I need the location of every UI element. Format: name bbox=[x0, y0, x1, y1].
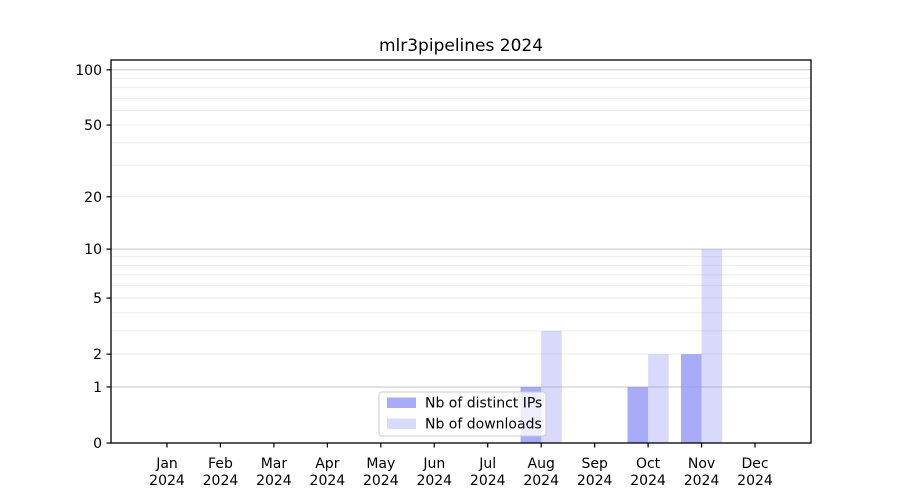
legend-swatch-downloads bbox=[387, 418, 416, 429]
x-tick-label-month: Oct bbox=[636, 456, 661, 472]
x-tick-label-year: 2024 bbox=[470, 473, 506, 489]
bar-downloads bbox=[701, 249, 723, 443]
x-tick-label-month: Feb bbox=[208, 456, 233, 472]
y-tick-label: 100 bbox=[75, 63, 102, 79]
x-tick-label-year: 2024 bbox=[416, 473, 452, 489]
x-tick-label-month: Jun bbox=[422, 456, 445, 472]
y-tick-label: 1 bbox=[93, 380, 102, 396]
bar-distinct-ips bbox=[680, 354, 702, 443]
x-tick-label-month: Nov bbox=[688, 456, 715, 472]
frame-layer bbox=[110, 59, 812, 444]
axes-frame bbox=[110, 59, 812, 444]
x-tick-label-year: 2024 bbox=[203, 473, 239, 489]
y-tick-label: 10 bbox=[84, 242, 102, 258]
legend-swatch-distinct-ips bbox=[387, 397, 416, 408]
x-tick-label-month: Sep bbox=[581, 456, 608, 472]
legend: Nb of distinct IPs Nb of downloads bbox=[378, 391, 547, 437]
x-tick-label-year: 2024 bbox=[577, 473, 613, 489]
x-tick-label-year: 2024 bbox=[737, 473, 773, 489]
ticks-layer: 0125102050100Jan2024Feb2024Mar2024Apr202… bbox=[75, 63, 773, 489]
y-tick-label: 0 bbox=[93, 436, 102, 452]
y-tick-label: 5 bbox=[93, 291, 102, 307]
x-tick-label-year: 2024 bbox=[149, 473, 185, 489]
legend-label: Nb of distinct IPs bbox=[425, 396, 542, 412]
y-tick-label: 2 bbox=[93, 347, 102, 363]
legend-label: Nb of downloads bbox=[425, 417, 542, 433]
x-tick-label-year: 2024 bbox=[684, 473, 720, 489]
x-tick-label-month: May bbox=[366, 456, 395, 472]
y-tick-label: 50 bbox=[84, 118, 102, 134]
bar-downloads bbox=[648, 354, 669, 443]
x-tick-label-year: 2024 bbox=[310, 473, 346, 489]
x-tick-label-year: 2024 bbox=[523, 473, 559, 489]
x-tick-label-month: Jul bbox=[478, 456, 496, 472]
x-tick-label-year: 2024 bbox=[256, 473, 292, 489]
x-tick-label-month: Dec bbox=[741, 456, 768, 472]
y-tick-label: 20 bbox=[84, 190, 102, 206]
bar-distinct-ips bbox=[627, 386, 649, 443]
x-tick-label-year: 2024 bbox=[630, 473, 666, 489]
bars-layer bbox=[520, 249, 723, 443]
legend-box bbox=[378, 391, 547, 437]
x-tick-label-month: Apr bbox=[315, 456, 339, 472]
x-tick-label-month: Mar bbox=[261, 456, 288, 472]
x-tick-label-month: Jan bbox=[155, 456, 178, 472]
grid-layer bbox=[111, 69, 811, 388]
x-tick-label-year: 2024 bbox=[363, 473, 399, 489]
x-tick-label-month: Aug bbox=[528, 456, 555, 472]
chart-title: mlr3pipelines 2024 bbox=[379, 36, 543, 56]
